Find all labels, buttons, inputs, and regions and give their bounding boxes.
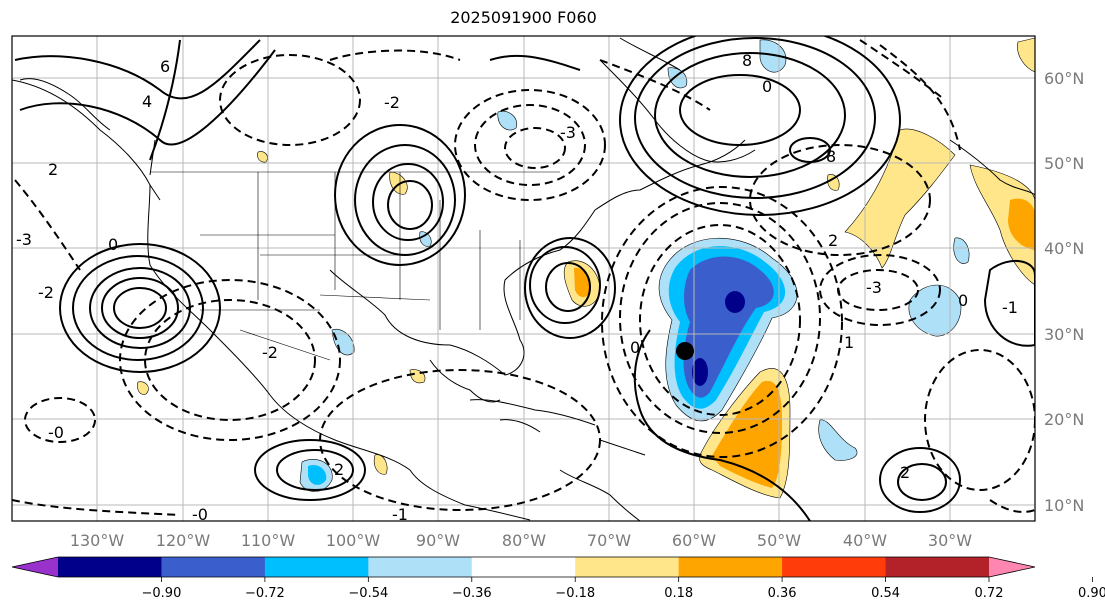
contour-label: 8 bbox=[826, 147, 836, 166]
lon-label: 80°W bbox=[502, 531, 546, 550]
lon-label: 90°W bbox=[416, 531, 460, 550]
latitude-labels: 60°N 50°N 40°N 30°N 20°N 10°N bbox=[1044, 69, 1084, 515]
contour-label: 0 bbox=[762, 77, 772, 96]
lon-label: 130°W bbox=[70, 531, 125, 550]
contour-label: -1 bbox=[1002, 298, 1018, 317]
lon-label: 110°W bbox=[241, 531, 296, 550]
lat-label: 40°N bbox=[1044, 239, 1084, 258]
contour-label: 4 bbox=[142, 92, 152, 111]
contour-label: 0 bbox=[630, 338, 640, 357]
colorbar-segment bbox=[678, 557, 783, 577]
political-borders bbox=[150, 171, 560, 361]
contour-label: 8 bbox=[742, 51, 752, 70]
colorbar-segment bbox=[368, 557, 473, 577]
lat-label: 50°N bbox=[1044, 154, 1084, 173]
contour-label: -2 bbox=[262, 343, 278, 362]
lat-label: 20°N bbox=[1044, 410, 1084, 429]
contour-label: -0 bbox=[192, 505, 208, 524]
contour-label: -3 bbox=[560, 123, 576, 142]
lon-label: 60°W bbox=[672, 531, 716, 550]
colorbar-segment bbox=[471, 557, 576, 577]
colorbar-tick-label: 0.72 bbox=[975, 586, 1004, 601]
colorbar-tick-label: −0.54 bbox=[348, 586, 388, 601]
colorbar: −0.90 −0.72 −0.54 −0.36 −0.18 0.18 0.36 0.54 0.7… bbox=[11, 556, 1105, 601]
contour-label: -2 bbox=[38, 283, 54, 302]
contour-label: 2 bbox=[334, 460, 344, 479]
colorbar-segment bbox=[58, 557, 162, 577]
colorbar-tick-label: −0.18 bbox=[555, 586, 595, 601]
contour-label: 2 bbox=[900, 463, 910, 482]
storm-center-marker bbox=[676, 342, 694, 360]
colorbar-tick-label: −0.72 bbox=[245, 586, 285, 601]
lon-label: 30°W bbox=[928, 531, 972, 550]
colorbar-segment bbox=[989, 557, 1035, 577]
contour-label: 0 bbox=[958, 291, 968, 310]
lon-label: 100°W bbox=[326, 531, 381, 550]
lon-label: 40°W bbox=[843, 531, 887, 550]
contour-label: -2 bbox=[384, 93, 400, 112]
contour-labels: 6 4 2 0 -2 -3 8 0 2 -3 -1 0 -0 -1 -2 1 2… bbox=[16, 51, 1018, 524]
colorbar-segment bbox=[575, 557, 680, 577]
colorbar-tick-label: −0.90 bbox=[142, 586, 182, 601]
longitude-labels: 130°W 120°W 110°W 100°W 90°W 80°W 70°W 6… bbox=[70, 531, 972, 550]
contour-label: -3 bbox=[866, 278, 882, 297]
contour-label: 0 bbox=[108, 235, 118, 254]
colorbar-segment bbox=[885, 557, 990, 577]
coastlines bbox=[12, 37, 1035, 521]
colorbar-tick-label: −0.36 bbox=[452, 586, 492, 601]
contour-label: -3 bbox=[16, 230, 32, 249]
map-title: 2025091900 F060 bbox=[450, 8, 597, 27]
lon-label: 120°W bbox=[156, 531, 211, 550]
colorbar-tick-label: 0.18 bbox=[664, 586, 693, 601]
colorbar-segment bbox=[12, 557, 58, 577]
contour-label: 1 bbox=[844, 333, 854, 352]
contour-label: 6 bbox=[160, 57, 170, 76]
lon-label: 50°W bbox=[757, 531, 801, 550]
contour-label: 2 bbox=[828, 231, 838, 250]
contour-label: -0 bbox=[48, 423, 64, 442]
contour-label: 2 bbox=[48, 160, 58, 179]
lon-label: 70°W bbox=[587, 531, 631, 550]
colorbar-tick-label: 0.36 bbox=[768, 586, 797, 601]
colorbar-segment bbox=[782, 557, 887, 577]
colorbar-tick-label: 0.90 bbox=[1078, 586, 1105, 601]
colorbar-segment bbox=[161, 557, 266, 577]
colorbar-tick-label: 0.54 bbox=[871, 586, 900, 601]
colorbar-outline bbox=[11, 556, 1036, 578]
lat-label: 30°N bbox=[1044, 325, 1084, 344]
lat-label: 10°N bbox=[1044, 496, 1084, 515]
colorbar-segment bbox=[264, 557, 369, 577]
negative-contours bbox=[12, 39, 1035, 516]
gridlines bbox=[12, 36, 1035, 521]
positive-contours bbox=[14, 36, 1035, 521]
lat-label: 60°N bbox=[1044, 69, 1084, 88]
contour-label: -1 bbox=[392, 505, 408, 524]
